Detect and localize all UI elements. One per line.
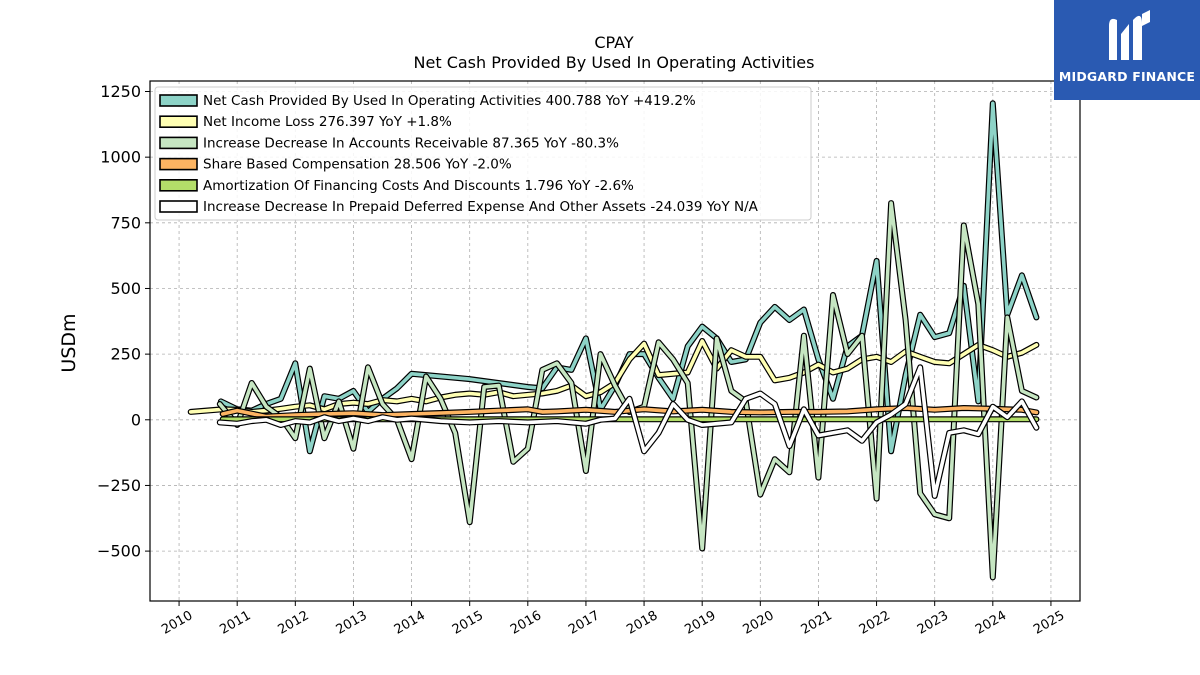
series-line [218, 365, 1039, 498]
series-6 [216, 364, 1040, 499]
legend: Net Cash Provided By Used In Operating A… [154, 86, 812, 221]
x-tick-label: 2012 [275, 608, 311, 638]
legend-label: Increase Decrease In Accounts Receivable… [203, 135, 619, 151]
legend-entry: Net Cash Provided By Used In Operating A… [159, 93, 696, 109]
logo-text: MIDGARD FINANCE [1058, 69, 1196, 84]
legend-entry: Increase Decrease In Accounts Receivable… [159, 135, 619, 151]
y-axis-label: USDm [58, 313, 80, 372]
y-tick-label: 750 [110, 213, 141, 232]
x-tick-label: 2021 [799, 608, 835, 638]
y-tick-label: 1250 [100, 82, 141, 101]
x-tick-label: 2011 [217, 608, 253, 638]
legend-label: Net Cash Provided By Used In Operating A… [203, 93, 696, 109]
y-tick-label: 500 [110, 279, 141, 298]
x-tick-label: 2025 [1031, 608, 1067, 638]
series-layer [187, 100, 1040, 581]
legend-swatch [159, 157, 198, 171]
legend-entry: Amortization Of Financing Costs And Disc… [159, 178, 634, 194]
x-tick-label: 2014 [392, 608, 428, 638]
legend-label: Net Income Loss 276.397 YoY +1.8% [203, 114, 452, 130]
legend-swatch [159, 115, 198, 128]
y-tick-label: 1000 [100, 148, 141, 167]
legend-label: Share Based Compensation 28.506 YoY -2.0… [203, 157, 512, 173]
y-tick-label: 250 [110, 345, 141, 364]
legend-swatch [159, 94, 198, 107]
x-tick-label: 2022 [857, 608, 893, 638]
series-1 [217, 100, 1040, 455]
legend-label: Increase Decrease In Prepaid Deferred Ex… [203, 199, 759, 215]
plot-frame [149, 80, 1081, 602]
x-tick-label: 2015 [450, 608, 486, 638]
legend-entry: Net Income Loss 276.397 YoY +1.8% [159, 114, 452, 130]
legend-label: Amortization Of Financing Costs And Disc… [203, 178, 634, 194]
legend-swatch [159, 179, 198, 192]
y-tick-label: −250 [97, 476, 141, 495]
series-line [219, 101, 1039, 454]
legend-swatch [159, 136, 198, 150]
series-line [188, 339, 1039, 414]
chart-title: CPAY [594, 33, 634, 52]
y-tick-label: −500 [97, 542, 141, 561]
x-tick-label: 2020 [740, 608, 776, 638]
midgard-finance-logo: MIDGARD FINANCE [1054, 0, 1200, 100]
legend-box [154, 86, 812, 221]
x-tick-label: 2018 [624, 608, 660, 638]
x-tick-label: 2013 [334, 608, 370, 638]
y-tick-label: 0 [131, 410, 141, 429]
x-tick-label: 2010 [159, 608, 195, 638]
legend-entry: Share Based Compensation 28.506 YoY -2.0… [159, 157, 512, 173]
x-tick-label: 2023 [915, 608, 951, 638]
x-tick-label: 2024 [973, 608, 1009, 638]
series-2 [187, 338, 1040, 415]
chart-subtitle: Net Cash Provided By Used In Operating A… [414, 53, 815, 72]
legend-entry: Increase Decrease In Prepaid Deferred Ex… [159, 199, 759, 215]
x-tick-label: 2019 [682, 608, 718, 638]
x-tick-label: 2016 [508, 608, 544, 638]
midgard-m-logo-icon [1109, 10, 1150, 60]
x-tick-label: 2017 [566, 608, 602, 638]
legend-swatch [159, 200, 198, 213]
